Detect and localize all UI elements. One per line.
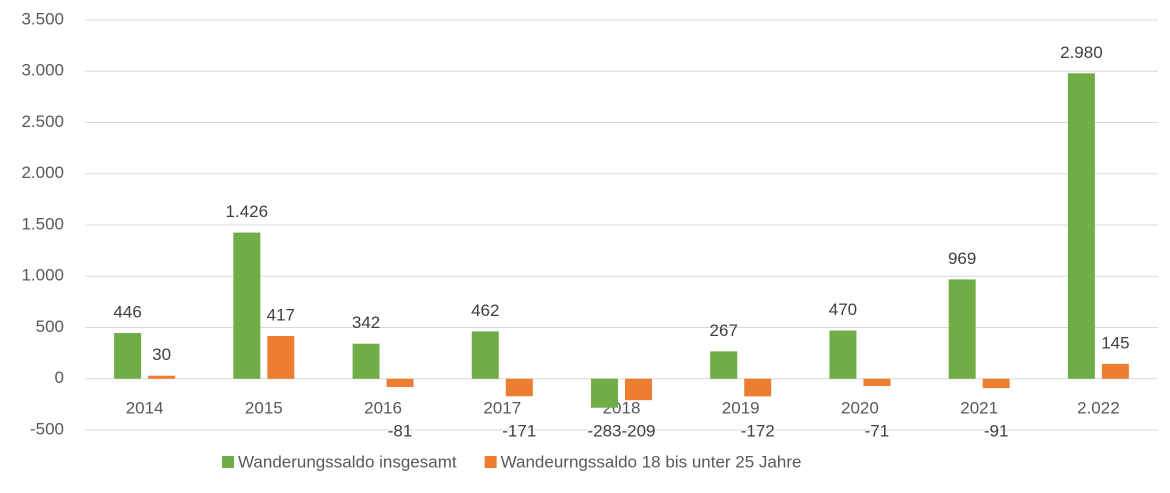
bar	[114, 333, 142, 379]
y-tick-label: 0	[55, 368, 64, 387]
x-tick-label: 2.022	[1077, 398, 1120, 417]
legend-label: Wanderungssaldo insgesamt	[238, 452, 457, 471]
x-tick-label: 2016	[364, 398, 402, 417]
bar	[1067, 73, 1095, 379]
data-label: -71	[865, 421, 890, 440]
legend-label: Wandeurngssaldo 18 bis unter 25 Jahre	[501, 452, 802, 471]
bar	[744, 378, 772, 397]
bar	[863, 378, 891, 387]
y-tick-label: -500	[30, 419, 64, 438]
bar	[267, 336, 295, 379]
data-label: 969	[948, 249, 976, 268]
x-tick-label: 2019	[722, 398, 760, 417]
data-label: 417	[267, 305, 295, 324]
x-tick-label: 2020	[841, 398, 879, 417]
data-label: 446	[113, 303, 141, 322]
data-label: -91	[984, 421, 1009, 440]
bar	[471, 331, 499, 379]
x-tick-label: 2021	[960, 398, 998, 417]
bar	[148, 375, 176, 379]
data-label: -283	[587, 421, 621, 440]
bar	[505, 378, 533, 397]
y-tick-label: 2.500	[21, 112, 64, 131]
y-tick-label: 500	[36, 317, 64, 336]
legend-swatch	[222, 456, 234, 468]
data-label: 462	[471, 301, 499, 320]
data-label: -209	[621, 421, 655, 440]
x-tick-label: 2015	[245, 398, 283, 417]
bar	[1101, 363, 1129, 379]
data-label: 470	[829, 300, 857, 319]
bar	[233, 232, 261, 379]
data-label: -171	[502, 421, 536, 440]
y-tick-label: 1.500	[21, 214, 64, 233]
data-label: 2.980	[1060, 43, 1103, 62]
bar	[386, 378, 414, 388]
bar	[710, 351, 738, 379]
y-tick-label: 2.000	[21, 163, 64, 182]
y-tick-label: 3.500	[21, 9, 64, 28]
data-label: 267	[710, 321, 738, 340]
bar	[982, 378, 1010, 389]
bar	[352, 343, 380, 379]
data-label: 30	[152, 345, 171, 364]
bar	[829, 330, 857, 379]
data-label: 145	[1101, 333, 1129, 352]
bar	[625, 378, 652, 401]
y-tick-label: 1.000	[21, 266, 64, 285]
data-label: 342	[352, 313, 380, 332]
data-label: -172	[741, 421, 775, 440]
bar	[591, 378, 618, 408]
data-label: 1.426	[226, 202, 269, 221]
legend-swatch	[484, 456, 497, 468]
data-label: -81	[388, 421, 413, 440]
x-tick-label: 2014	[126, 398, 164, 417]
bar	[948, 279, 976, 379]
x-tick-label: 2017	[483, 398, 521, 417]
y-tick-label: 3.000	[21, 61, 64, 80]
